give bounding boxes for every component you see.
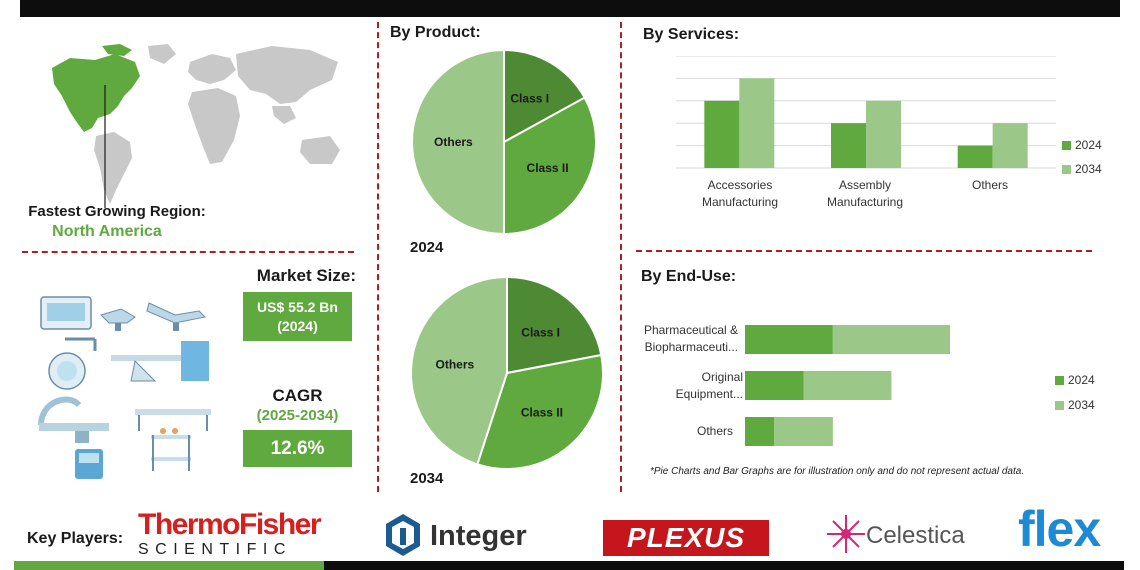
legend-swatch-2034 bbox=[1062, 165, 1071, 174]
region-label: Fastest Growing Region: bbox=[28, 203, 206, 220]
services-category-label: Assembly Manufacturing bbox=[826, 178, 904, 209]
enduse-bar-2034 bbox=[832, 325, 950, 354]
header-bar bbox=[20, 0, 1120, 17]
enduse-bar-2024 bbox=[745, 417, 775, 446]
enduse-title: By End-Use: bbox=[641, 268, 737, 285]
cagr-period: (2025-2034) bbox=[256, 407, 339, 424]
enduse-category-label: Others bbox=[696, 424, 733, 438]
enduse-bar-2034 bbox=[774, 417, 833, 446]
services-category-label: Accessories Manufacturing bbox=[701, 178, 779, 209]
pie-slice bbox=[411, 48, 505, 236]
legend-swatch-2024 bbox=[1055, 376, 1064, 385]
enduse-legend-2024: 2024 bbox=[1068, 373, 1095, 387]
region-value: North America bbox=[52, 223, 162, 240]
services-bar-chart bbox=[676, 56, 1056, 169]
pie-2024-year: 2024 bbox=[410, 239, 444, 256]
pie-slice-label: Others bbox=[434, 135, 473, 149]
key-players-label: Key Players: bbox=[27, 530, 124, 547]
enduse-bar-2024 bbox=[745, 371, 804, 400]
services-category-label: Others bbox=[971, 178, 1008, 192]
enduse-bar-chart bbox=[745, 325, 950, 446]
footer-accent-bar bbox=[14, 561, 324, 570]
pie-slice-label: Others bbox=[436, 358, 475, 372]
market-size-box: US$ 55.2 Bn (2024) bbox=[243, 292, 352, 341]
divider-left bbox=[377, 22, 379, 492]
pie-slice bbox=[476, 353, 604, 470]
divider-region bbox=[22, 251, 354, 253]
pie-slice-label: Class I bbox=[521, 325, 560, 339]
market-size-year: (2024) bbox=[277, 318, 318, 334]
medical-devices-illustration bbox=[38, 296, 211, 479]
enduse-legend-2034: 2034 bbox=[1068, 398, 1095, 412]
pie-slice-label: Class II bbox=[521, 406, 563, 420]
services-bar-2034 bbox=[866, 100, 901, 168]
market-size-value: US$ 55.2 Bn bbox=[257, 299, 338, 315]
legend-swatch-2024 bbox=[1062, 141, 1071, 150]
thermo-fisher-wordmark: ThermoFisher bbox=[138, 508, 322, 541]
legend-swatch-2034 bbox=[1055, 401, 1064, 410]
services-legend-2034: 2034 bbox=[1075, 162, 1102, 176]
enduse-category-label: Pharmaceutical & Biopharmaceuti... bbox=[643, 323, 738, 354]
integer-logo-text: Integer bbox=[430, 520, 527, 552]
pie-slice bbox=[503, 48, 586, 144]
cagr-label: CAGR bbox=[272, 386, 323, 405]
footer-bar bbox=[324, 561, 1124, 570]
pie-chart-2024: Class I Class II Others bbox=[411, 48, 597, 236]
services-bar-2024 bbox=[704, 100, 740, 168]
world-map bbox=[52, 44, 340, 208]
pie-slice-label: Class II bbox=[527, 161, 569, 175]
pie-slice bbox=[503, 96, 597, 236]
divider-services bbox=[636, 250, 1092, 252]
disclaimer-note: *Pie Charts and Bar Graphs are for illus… bbox=[650, 466, 1025, 477]
enduse-category-label: Original Equipment... bbox=[675, 370, 743, 401]
pie-chart-2034: Class I Class II Others bbox=[410, 275, 604, 470]
celestica-logo-icon bbox=[827, 515, 865, 553]
services-bar-2034 bbox=[992, 123, 1028, 168]
pie-slice-label: Class I bbox=[510, 91, 549, 105]
enduse-bar-2034 bbox=[803, 371, 892, 400]
product-title: By Product: bbox=[390, 24, 481, 41]
integer-logo-icon bbox=[386, 514, 420, 556]
cagr-value: 12.6% bbox=[243, 430, 352, 467]
services-legend-2024: 2024 bbox=[1075, 138, 1102, 152]
services-bar-2024 bbox=[831, 123, 866, 168]
celestica-logo-text: Celestica bbox=[866, 522, 965, 549]
services-title: By Services: bbox=[643, 26, 740, 43]
flex-logo: flex bbox=[1018, 501, 1101, 557]
divider-right bbox=[620, 22, 622, 492]
plexus-logo: PLEXUS bbox=[603, 520, 769, 556]
services-bar-2034 bbox=[739, 78, 775, 168]
thermo-fisher-logo: ThermoFisher SCIENTIFIC bbox=[138, 510, 338, 559]
market-size-label: Market Size: bbox=[256, 266, 356, 285]
thermo-fisher-subtitle: SCIENTIFIC bbox=[138, 541, 292, 558]
pie-slice bbox=[506, 275, 603, 375]
services-bar-2024 bbox=[957, 145, 993, 168]
enduse-bar-2024 bbox=[745, 325, 833, 354]
pie-2034-year: 2034 bbox=[410, 470, 444, 487]
pie-slice bbox=[410, 275, 508, 466]
